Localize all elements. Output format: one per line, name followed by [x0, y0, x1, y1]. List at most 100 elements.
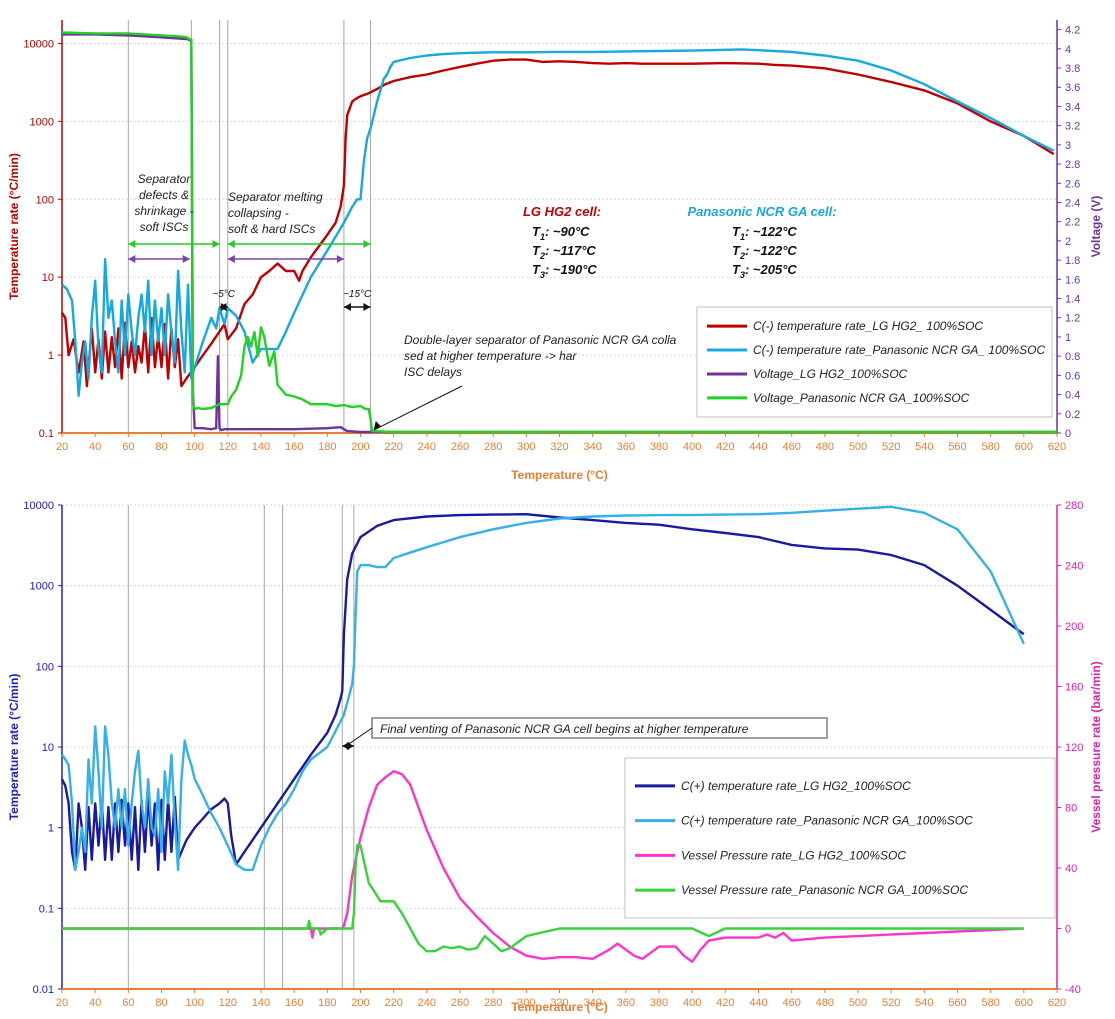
x-tick-label: 100	[185, 441, 203, 453]
annotation-separator-defects: shrinkage -	[134, 204, 193, 218]
arrow-head-right	[182, 255, 190, 263]
y2-tick-label: 240	[1065, 561, 1083, 573]
series-line-2	[62, 770, 1024, 963]
x-tick-label: 120	[219, 997, 237, 1009]
y2-tick-label: 1.8	[1065, 255, 1080, 267]
x-tick-label: 280	[484, 997, 502, 1009]
x-tick-label: 160	[285, 997, 303, 1009]
y-tick-label: 0.1	[39, 903, 54, 915]
x-tick-label: 560	[948, 997, 966, 1009]
arrow-head-left	[227, 255, 235, 263]
x-tick-label: 260	[451, 441, 469, 453]
x-tick-label: 300	[517, 997, 535, 1009]
annotation-double-layer: ISC delays	[404, 365, 462, 379]
cell-value: T1: ~122°C	[732, 224, 797, 242]
y2-tick-label: 0.2	[1065, 409, 1080, 421]
y-tick-label: 0.1	[39, 428, 54, 440]
arrow-head-left	[128, 255, 136, 263]
y2-tick-label: 2.2	[1065, 217, 1080, 229]
cell-value: T2: ~117°C	[532, 243, 596, 261]
y-tick-label: 100	[36, 194, 54, 206]
x-tick-label: 480	[816, 441, 834, 453]
y2-tick-label: 4.2	[1065, 25, 1080, 37]
y2-tick-label: 1.2	[1065, 313, 1080, 325]
y2-tick-label: 3.8	[1065, 63, 1080, 75]
arrow-head-right	[346, 742, 354, 750]
arrow-head-right	[220, 303, 228, 311]
x-tick-label: 380	[650, 441, 668, 453]
y-tick-label: 1000	[30, 581, 54, 593]
x-tick-label: 80	[155, 997, 167, 1009]
legend-label: Vessel Pressure rate_LG HG2_100%SOC	[681, 848, 906, 862]
x-tick-label: 460	[782, 441, 800, 453]
x-tick-label: 220	[384, 997, 402, 1009]
cell-info-1: Panasonic NCR GA cell: T1: ~122°CT2: ~122…	[687, 204, 836, 280]
y2-tick-label: 3.2	[1065, 121, 1080, 133]
x-tick-label: 240	[418, 997, 436, 1009]
chart-top: 20 40 60 80 100 120 140 160 180 200 220 240 260 280 30…	[7, 20, 1103, 482]
x-tick-label: 300	[517, 441, 535, 453]
x-axis-title: Temperature (°C)	[511, 1000, 608, 1014]
y2-tick-label: 3	[1065, 140, 1071, 152]
series-line-3	[61, 31, 1057, 434]
y2-tick-label: 2.6	[1065, 178, 1080, 190]
annotation-separator-melting: soft & hard ISCs	[228, 222, 315, 236]
x-tick-label: 420	[716, 441, 734, 453]
x-tick-label: 500	[849, 441, 867, 453]
y2-tick-label: 120	[1065, 742, 1083, 754]
x-tick-label: 600	[1015, 441, 1033, 453]
legend: C(-) temperature rate_LG HG2_ 100%SOC C(-…	[696, 306, 1053, 418]
x-tick-label: 460	[782, 997, 800, 1009]
x-tick-label: 40	[89, 441, 101, 453]
x-tick-label: 240	[418, 441, 436, 453]
x-tick-label: 580	[981, 441, 999, 453]
arrow-head-left	[227, 240, 235, 248]
x-axis-title: Temperature (°C)	[511, 468, 608, 482]
legend-label: C(-) temperature rate_LG HG2_ 100%SOC	[753, 319, 983, 333]
x-tick-label: 620	[1048, 441, 1066, 453]
x-tick-label: 280	[484, 441, 502, 453]
y2-tick-label: 80	[1065, 803, 1077, 815]
cell-title: LG HG2 cell:	[523, 204, 601, 219]
y-axis-title: Temperature rate (°C/min)	[7, 153, 21, 300]
x-tick-label: 540	[915, 441, 933, 453]
legend-label: C(+) temperature rate_LG HG2_100%SOC	[681, 779, 911, 793]
arrow-head-left	[343, 303, 351, 311]
x-tick-label: 480	[816, 997, 834, 1009]
y2-tick-label: 200	[1065, 621, 1083, 633]
x-tick-label: 60	[122, 997, 134, 1009]
series-line-3	[62, 844, 1024, 953]
x-tick-label: 20	[56, 441, 68, 453]
cell-info-0: LG HG2 cell: T1: ~90°CT2: ~117°CT3: ~190°…	[523, 204, 601, 280]
x-tick-label: 20	[56, 997, 68, 1009]
x-tick-label: 560	[948, 441, 966, 453]
x-tick-label: 500	[849, 997, 867, 1009]
y2-tick-label: 40	[1065, 863, 1077, 875]
chart-bottom: 20 40 60 80 100 120 140 160 180 200 220 240 260 280 30…	[7, 500, 1103, 1014]
series-line-0	[60, 58, 1055, 388]
legend-label: C(+) temperature rate_Panasonic NCR GA_1…	[681, 814, 973, 828]
x-tick-label: 440	[749, 997, 767, 1009]
y2-tick-label: 2.4	[1065, 197, 1080, 209]
x-tick-label: 520	[882, 441, 900, 453]
x-tick-label: 140	[252, 441, 270, 453]
x-tick-label: 140	[252, 997, 270, 1009]
annotation-double-layer: Double-layer separator of Panasonic NCR …	[404, 333, 677, 347]
cell-value: T1: ~90°C	[532, 224, 590, 242]
cell-title: Panasonic NCR GA cell:	[687, 204, 836, 219]
legend-box	[624, 757, 1056, 919]
cell-value: T3: ~190°C	[532, 262, 597, 280]
x-tick-label: 260	[451, 997, 469, 1009]
y-tick-label: 100	[36, 661, 54, 673]
x-tick-label: 40	[89, 997, 101, 1009]
y2-tick-label: 2	[1065, 236, 1071, 248]
y2-tick-label: 0.6	[1065, 370, 1080, 382]
series-line-1	[61, 505, 1025, 871]
annotation-pointer-head	[373, 421, 381, 430]
x-tick-label: 580	[981, 997, 999, 1009]
x-tick-label: 400	[683, 441, 701, 453]
x-tick-label: 180	[318, 441, 336, 453]
y2-tick-label: 160	[1065, 682, 1083, 694]
y2-tick-label: 2.8	[1065, 159, 1080, 171]
